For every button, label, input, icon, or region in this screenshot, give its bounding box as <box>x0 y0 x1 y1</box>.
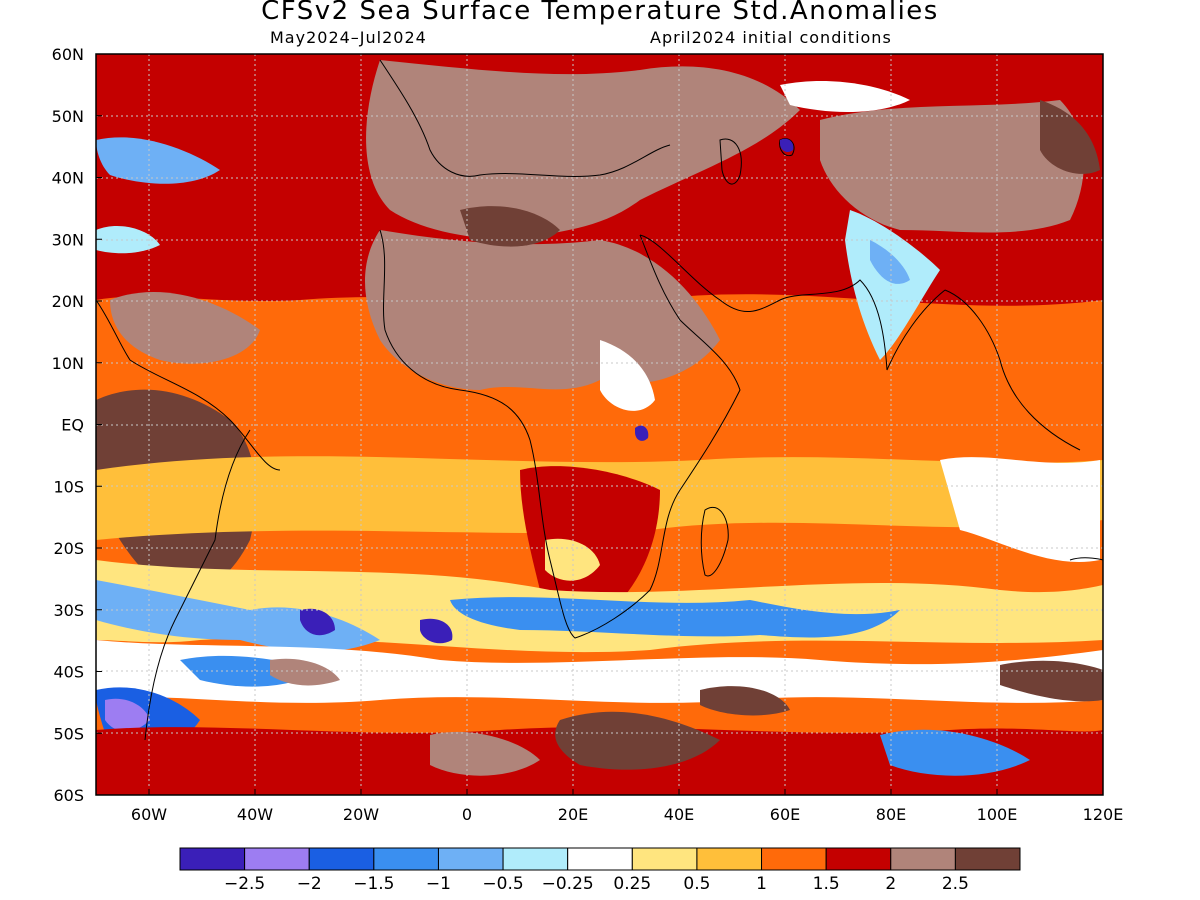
forecast-period: May2024–Jul2024 <box>270 28 427 47</box>
latitude-labels: 60N 50N 40N 30N 20N 10N EQ 10S 20S 30S 40S 50S 60S <box>52 45 102 805</box>
lon-label: 100E <box>977 805 1018 824</box>
colorbar-swatch <box>567 847 633 871</box>
lon-label: 40E <box>664 805 694 824</box>
lon-label: 20W <box>343 805 379 824</box>
colorbar-swatch <box>502 847 569 871</box>
grid-lines <box>96 54 1103 795</box>
colorbar-label: 0.5 <box>683 874 710 894</box>
colorbar-swatch <box>308 847 375 871</box>
colorbar-swatch <box>954 847 1021 871</box>
colorbar-swatch <box>761 847 827 871</box>
colorbar-label: 2.5 <box>942 874 969 894</box>
colorbar-swatch <box>890 847 956 871</box>
lat-label: 20N <box>52 292 84 311</box>
lat-label: 50N <box>52 107 84 126</box>
colorbar-label: −0.25 <box>542 874 594 894</box>
longitude-labels: 60W 40W 20W 0 20E 40E 60E 80E 100E 120E <box>131 789 1123 824</box>
lon-label: 60E <box>770 805 800 824</box>
lon-label: 20E <box>558 805 588 824</box>
colorbar-label: −1 <box>426 874 451 894</box>
lat-label: 40S <box>53 663 84 682</box>
coastlines <box>96 59 1103 741</box>
colorbar-label: −2.5 <box>224 874 265 894</box>
colorbar-label: −0.5 <box>482 874 523 894</box>
lat-label: 10S <box>53 477 84 496</box>
lon-label: 120E <box>1083 805 1124 824</box>
lat-label: 30S <box>53 601 84 620</box>
colorbar-label: 1.5 <box>813 874 840 894</box>
lat-label: EQ <box>61 416 84 435</box>
anomaly-field <box>96 54 1103 795</box>
colorbar-swatch <box>244 847 310 871</box>
chart-title: CFSv2 Sea Surface Temperature Std.Anomal… <box>261 0 939 26</box>
lat-label: 10N <box>52 354 84 373</box>
colorbar-swatch <box>631 847 698 871</box>
colorbar-label: −2 <box>297 874 322 894</box>
colorbar-swatch <box>179 847 246 871</box>
lat-label: 40N <box>52 169 84 188</box>
lat-label: 50S <box>53 724 84 743</box>
initial-conditions: April2024 initial conditions <box>650 28 892 47</box>
colorbar-label: −1.5 <box>353 874 394 894</box>
lon-label: 40W <box>237 805 273 824</box>
lat-label: 60N <box>52 45 84 64</box>
lat-label: 20S <box>53 539 84 558</box>
colorbar-swatch <box>825 847 892 871</box>
colorbar: −2.5 −2 −1.5 −1 −0.5 −0.25 0.25 0.5 1 1.5 2 2.5 <box>179 847 1021 894</box>
lon-label: 80E <box>876 805 906 824</box>
colorbar-swatch <box>696 847 763 871</box>
colorbar-label: 1 <box>756 874 767 894</box>
colorbar-swatch <box>373 847 439 871</box>
colorbar-label: 2 <box>885 874 896 894</box>
lon-label: 0 <box>462 805 472 824</box>
lat-label: 60S <box>53 786 84 805</box>
colorbar-swatch <box>437 847 504 871</box>
colorbar-label: 0.25 <box>613 874 651 894</box>
lon-label: 60W <box>131 805 167 824</box>
lat-label: 30N <box>52 230 84 249</box>
